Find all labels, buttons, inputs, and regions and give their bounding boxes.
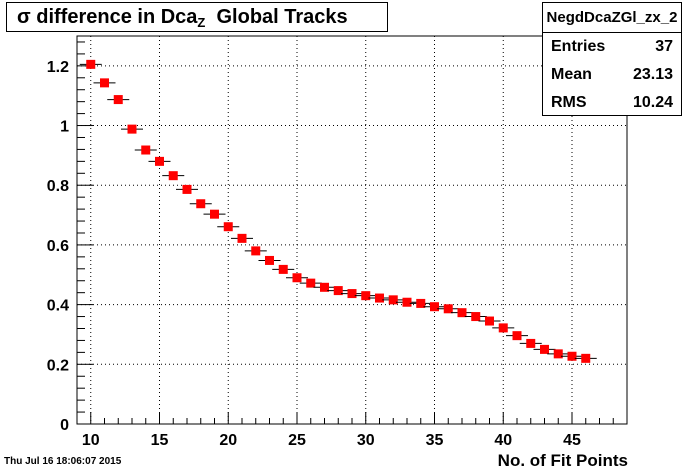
data-point	[457, 308, 467, 318]
data-point	[251, 246, 261, 256]
x-tick-label: 35	[426, 432, 444, 449]
stats-row-mean: Mean 23.13	[551, 66, 673, 83]
x-tick-label: 10	[82, 432, 100, 449]
y-tick-label: 0.4	[47, 298, 69, 315]
data-point	[333, 286, 343, 296]
data-point	[127, 124, 137, 134]
stats-row-entries: Entries 37	[551, 38, 673, 55]
data-point	[347, 289, 357, 299]
data-point	[100, 78, 109, 88]
data-point	[223, 222, 233, 232]
data-point	[567, 351, 577, 361]
data-point	[388, 295, 398, 305]
data-point	[540, 344, 549, 354]
y-tick-label: 0	[60, 417, 69, 434]
data-point	[553, 349, 563, 359]
x-tick-label: 30	[357, 432, 375, 449]
data-point	[210, 209, 219, 219]
x-tick-label: 45	[563, 432, 581, 449]
axis-ticks: 10 15 20 25 30 35 40 45 0 0.2 0.4 0.6 0.8 1 1.2	[47, 41, 614, 449]
data-point	[402, 297, 412, 307]
y-tick-label: 1.2	[47, 59, 69, 76]
y-tick-label: 1	[60, 119, 69, 136]
y-tick-label: 0.2	[47, 357, 69, 374]
title-rest: Global Tracks	[216, 6, 348, 28]
data-point	[182, 184, 192, 194]
stats-row-rms: RMS 10.24	[551, 94, 673, 111]
data-point	[141, 145, 151, 155]
data-point	[168, 171, 178, 181]
x-axis-label: No. of Fit Points	[497, 451, 628, 470]
data-point	[320, 282, 329, 292]
data-point	[485, 316, 494, 326]
data-point	[113, 95, 123, 105]
data-point	[306, 278, 316, 288]
data-point	[498, 323, 508, 333]
y-tick-label: 0.6	[47, 238, 69, 255]
data-point	[581, 353, 591, 363]
stats-box: NegdDcaZGl_zx_2 Entries 37 Mean 23.13 RMS 1…	[542, 2, 682, 116]
x-tick-label: 20	[219, 432, 237, 449]
data-point	[86, 59, 96, 69]
data-point	[196, 199, 206, 209]
timestamp: Thu Jul 16 18:06:07 2015	[4, 456, 122, 467]
data-points	[79, 59, 597, 363]
chart-title: σ difference in DcaZ Global Tracks	[6, 2, 388, 32]
data-point	[237, 233, 247, 243]
data-point	[278, 264, 288, 274]
data-point	[443, 304, 453, 314]
data-point	[430, 302, 439, 312]
data-point	[512, 331, 522, 341]
data-point	[265, 255, 274, 265]
x-tick-label: 40	[494, 432, 512, 449]
data-point	[361, 291, 371, 301]
stats-name: NegdDcaZGl_zx_2	[543, 3, 681, 33]
data-point	[292, 273, 302, 283]
data-point	[375, 293, 384, 303]
y-tick-label: 0.8	[47, 178, 69, 195]
title-subscript: Z	[197, 15, 206, 30]
x-tick-label: 25	[288, 432, 306, 449]
data-point	[471, 312, 481, 322]
data-point	[416, 298, 426, 308]
title-main: σ difference in Dca	[17, 6, 198, 28]
data-point	[155, 156, 164, 166]
data-point	[526, 338, 536, 348]
x-tick-label: 15	[151, 432, 169, 449]
